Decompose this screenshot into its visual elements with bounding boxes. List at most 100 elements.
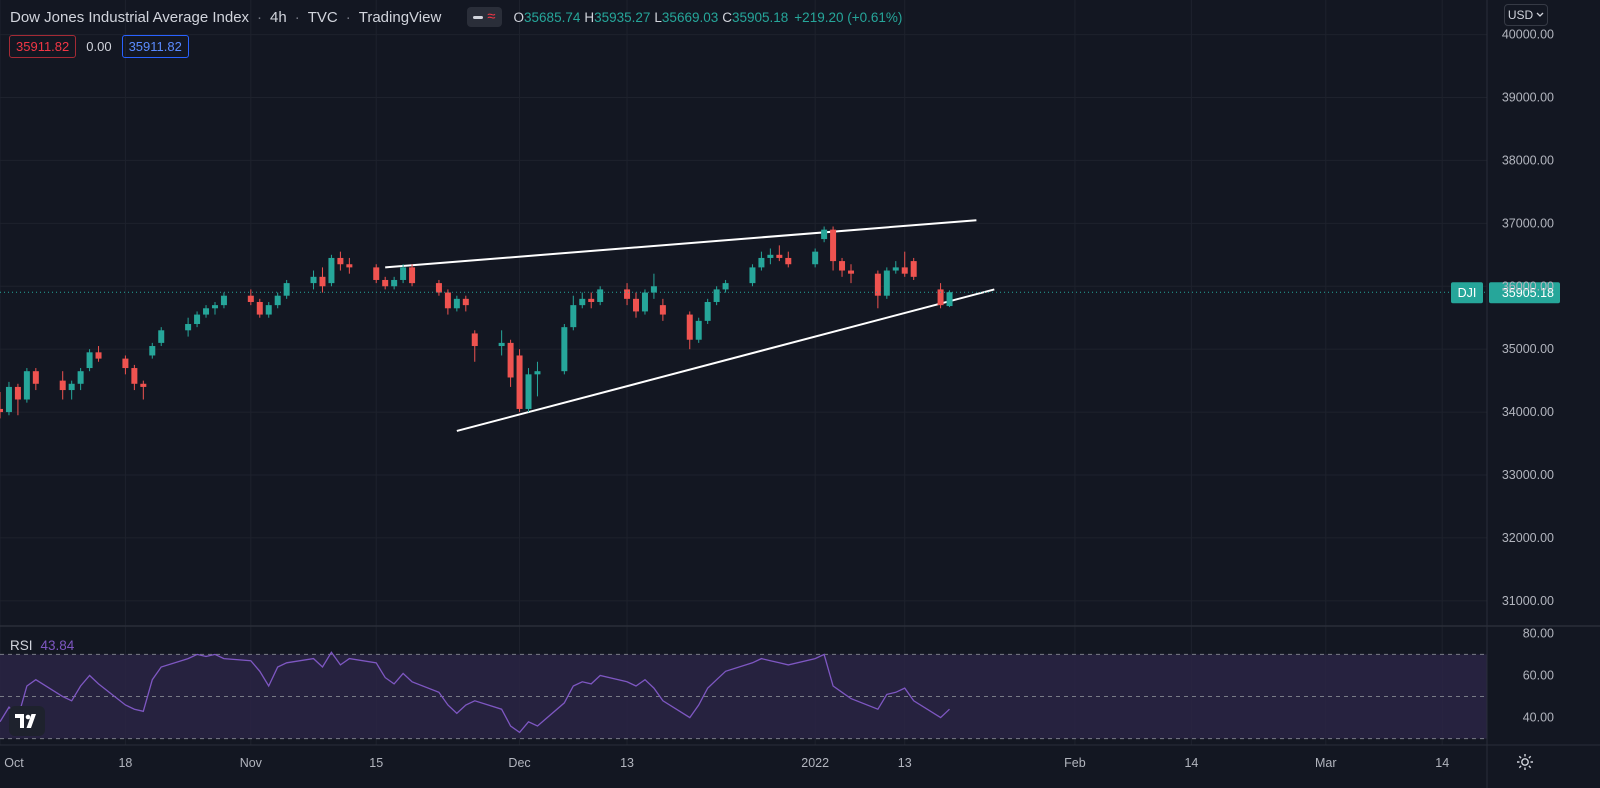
time-tick-label: 13: [620, 756, 634, 770]
rsi-tick-label: 40.00: [1523, 711, 1554, 725]
price-tick-label: 36000.00: [1502, 279, 1554, 293]
candle: [32, 368, 39, 391]
candle-body: [579, 298, 586, 306]
candle-body: [650, 286, 657, 293]
candle: [534, 361, 541, 397]
candle: [158, 327, 165, 347]
candle: [283, 279, 290, 299]
candle-body: [310, 276, 317, 284]
candle-body: [14, 386, 21, 400]
price-tick-label: 40000.00: [1502, 28, 1554, 42]
candle-body: [874, 273, 881, 296]
separator-dot: ·: [257, 8, 263, 26]
candle-body: [319, 276, 326, 287]
candle-body: [937, 289, 944, 306]
candle: [588, 292, 595, 309]
candle: [247, 289, 254, 306]
candle-body: [140, 383, 147, 387]
candle: [194, 311, 201, 328]
candle: [149, 342, 156, 359]
candle: [5, 381, 12, 416]
time-tick-label: 18: [118, 756, 132, 770]
candle-body: [722, 283, 729, 290]
gear-icon[interactable]: [1515, 752, 1535, 772]
candle: [910, 257, 917, 280]
candle-body: [758, 257, 765, 268]
candle: [14, 383, 21, 416]
candle-body: [471, 333, 478, 347]
spread-value: 0.00: [86, 39, 112, 54]
candle-body: [32, 371, 39, 384]
candle: [830, 226, 837, 271]
candle-body: [847, 270, 854, 274]
candle: [77, 368, 84, 391]
candle: [722, 279, 729, 293]
candle-body: [400, 267, 407, 280]
time-tick-label: 14: [1184, 756, 1198, 770]
time-tick-label: Nov: [240, 756, 263, 770]
high-value: 35935.27: [594, 9, 651, 25]
candle-body: [659, 305, 666, 315]
approx-icon: ≈: [487, 8, 496, 25]
time-tick-label: 15: [369, 756, 383, 770]
trendlines[interactable]: [385, 219, 995, 432]
candle-body: [149, 346, 156, 356]
interval-label[interactable]: 4h: [270, 8, 287, 26]
candle-body: [901, 267, 908, 274]
candle: [328, 254, 335, 287]
compare-mode-toggle[interactable]: ≈: [467, 7, 502, 27]
time-tick-label: Mar: [1315, 756, 1337, 770]
candle: [937, 283, 944, 309]
trendline-lower-support[interactable]: [456, 288, 995, 432]
candle: [758, 251, 765, 271]
candle: [713, 286, 720, 306]
candle: [391, 276, 398, 290]
candle: [686, 311, 693, 350]
trendline-upper-resistance[interactable]: [385, 219, 977, 269]
minus-icon: [473, 15, 484, 19]
candle: [901, 251, 908, 277]
candle-body: [561, 327, 568, 372]
candle-body: [158, 330, 165, 343]
symbol-name[interactable]: Dow Jones Industrial Average Index: [10, 8, 250, 26]
candle: [659, 298, 666, 321]
candle: [525, 368, 532, 413]
last-price-label: 35905.18: [1502, 286, 1554, 300]
candle: [874, 270, 881, 309]
close-value: 35905.18: [731, 9, 789, 25]
candle: [265, 301, 272, 318]
ohlc-values: O35685.74 H35935.27 L35669.03 C35905.18 …: [513, 9, 903, 25]
buy-price-button[interactable]: 35911.82: [121, 35, 189, 58]
candle: [892, 261, 899, 274]
candle-body: [68, 383, 75, 391]
candle: [274, 292, 281, 309]
candle: [140, 380, 147, 400]
candle-body: [220, 295, 227, 306]
candle-body: [77, 371, 84, 384]
candle-body: [5, 386, 12, 413]
candle-body: [131, 368, 138, 384]
candle-body: [59, 380, 66, 391]
price-tick-label: 31000.00: [1502, 594, 1554, 608]
change-value: +219.20 (+0.61%): [794, 9, 903, 25]
candle-body: [435, 283, 442, 293]
time-tick-label: Dec: [508, 756, 530, 770]
candle-body: [122, 358, 129, 369]
candle: [310, 270, 317, 290]
candle-body: [0, 408, 3, 413]
candle: [812, 248, 819, 268]
candle-body: [462, 298, 469, 306]
time-tick-label: Oct: [4, 756, 24, 770]
candle-body: [86, 352, 93, 369]
rsi-title[interactable]: RSI: [10, 638, 33, 653]
tradingview-logo-icon[interactable]: [9, 706, 45, 736]
candle-body: [910, 261, 917, 277]
rsi-tick-label: 80.00: [1523, 626, 1554, 640]
currency-selector[interactable]: USD: [1504, 4, 1548, 26]
candle-body: [633, 298, 640, 312]
candle: [382, 276, 389, 290]
sell-price-button[interactable]: 35911.82: [9, 35, 77, 58]
candle-body: [256, 301, 263, 315]
